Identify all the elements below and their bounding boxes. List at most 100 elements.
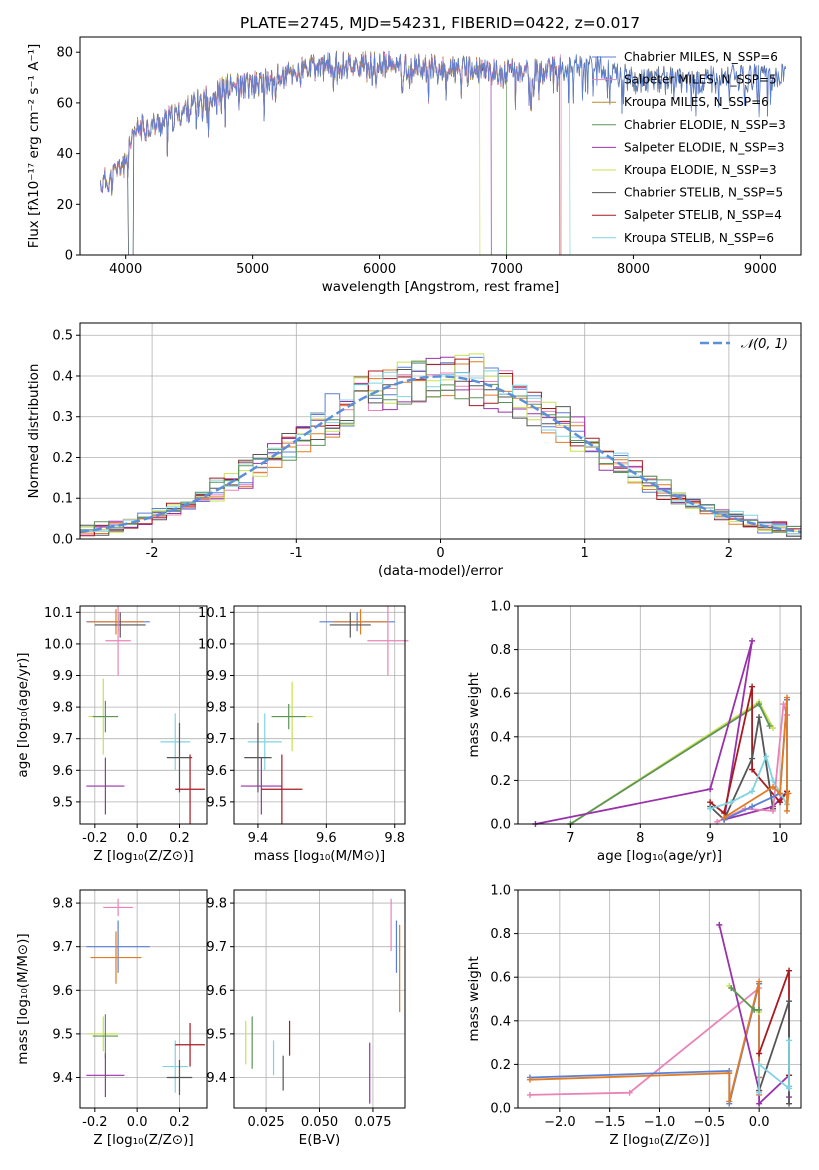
y-tick-label: 0.2 (490, 1058, 511, 1073)
x-tick-label: −2.0 (544, 1115, 576, 1130)
weight-marker (785, 790, 792, 797)
spectrum-panel: 4000 5000 6000 7000 8000 9000 0 20 40 60 80 wavelen… (26, 36, 802, 295)
y-tick-label: 80 (56, 46, 73, 61)
x-tick-label: 0.050 (301, 1115, 338, 1130)
y-tick-label: 9.8 (52, 701, 73, 716)
x-tick-label: 0.0 (749, 1115, 770, 1130)
weight-marker (770, 777, 777, 784)
axes-frame (517, 605, 802, 825)
x-tick-label: -1 (290, 546, 303, 561)
weight-marker (756, 1100, 763, 1107)
y-tick-label: 9.7 (52, 732, 73, 747)
weight-marker (756, 1089, 763, 1096)
weight-marker (749, 755, 756, 762)
x-tick-label: 0 (436, 546, 444, 561)
weight-marker (756, 1006, 763, 1013)
y-tick-label: 10.1 (198, 606, 227, 621)
y-tick-label: 60 (56, 96, 73, 111)
axes-frame (79, 36, 802, 256)
residuals-panel: -2 -1 0 1 2 0.0 0.1 0.2 0.3 0.4 0.5 (data-model)/er… (26, 322, 802, 579)
figure-title: PLATE=2745, MJD=54231, FIBERID=0422, z=0… (240, 14, 640, 32)
x-tick-label: 2 (725, 546, 733, 561)
y-tick-label: 9.7 (206, 940, 227, 955)
y-tick-label: 0.0 (52, 533, 73, 548)
x-tick-label: 0.0 (127, 1115, 148, 1130)
y-tick-label: 0.0 (490, 818, 511, 833)
y-tick-label: 0.6 (490, 687, 511, 702)
weight-marker (526, 1076, 533, 1083)
x-tick-label: 0.025 (247, 1115, 284, 1130)
histogram-steps (80, 369, 801, 535)
massweight_vs_age-panel: 7 8 9 10 0.0 0.2 0.4 0.6 0.8 1.0 age [log₁₀(age/yr… (466, 600, 802, 864)
weight-marker (721, 814, 728, 821)
y-tick-label: 40 (56, 147, 73, 162)
x-tick-label: -0.2 (82, 1115, 107, 1130)
y-tick-label: 9.5 (206, 795, 227, 810)
x-axis-label: E(B-V) (299, 1132, 341, 1148)
weight-marker (749, 788, 756, 795)
histogram-steps (80, 356, 801, 537)
mass_vs_ebv-marks (245, 898, 401, 1104)
x-tick-label: -2 (146, 546, 159, 561)
legend-label: 𝒩(0, 1) (738, 337, 788, 352)
legend-label: Chabrier MILES, N_SSP=6 (624, 50, 778, 64)
axes-frame (79, 605, 208, 825)
x-axis-label: age [log₁₀(age/yr)] (597, 848, 722, 864)
weight-marker (770, 807, 777, 814)
weight-marker (763, 753, 770, 760)
y-axis-label: mass weight (466, 672, 482, 757)
weight-marker (780, 701, 787, 708)
weight-marker (756, 714, 763, 721)
weight-marker (786, 998, 793, 1005)
weight-marker (749, 637, 756, 644)
y-tick-label: 0.6 (490, 971, 511, 986)
x-tick-label: 9 (706, 831, 714, 846)
y-tick-label: 1.0 (490, 600, 511, 615)
x-tick-label: 0.2 (169, 831, 190, 846)
x-tick-label: −0.5 (694, 1115, 726, 1130)
x-axis-label: Z [log₁₀(Z/Z⊙)] (609, 1132, 709, 1148)
weight-marker (756, 978, 763, 985)
weight-marker (716, 921, 723, 928)
x-tick-label: 9.6 (316, 831, 337, 846)
weight-marker (707, 805, 714, 812)
weight-marker (777, 790, 784, 797)
legend-label: Chabrier STELIB, N_SSP=5 (624, 186, 783, 200)
massweight_vs_Z-panel: −2.0 −1.5 −1.0 −0.5 0.0 0.0 0.2 0.4 0.6 0.8 1.0 Z [… (466, 884, 802, 1148)
legend-label: Chabrier ELODIE, N_SSP=3 (624, 118, 786, 132)
legend-label: Kroupa STELIB, N_SSP=6 (624, 231, 774, 245)
y-tick-label: 0.4 (52, 369, 73, 384)
weight-marker (626, 1089, 633, 1096)
y-tick-label: 10.1 (44, 606, 73, 621)
age_vs_Z-marks (86, 606, 205, 824)
y-tick-label: 0 (65, 249, 73, 264)
x-tick-label: 7000 (490, 262, 523, 277)
y-tick-label: 10.0 (44, 637, 73, 652)
x-tick-label: -0.2 (82, 831, 107, 846)
x-tick-label: 7 (566, 831, 574, 846)
y-tick-label: 0.8 (490, 643, 511, 658)
spectrum-line (99, 50, 481, 256)
weight-line (529, 983, 760, 1104)
y-tick-label: 1.0 (490, 884, 511, 899)
x-tick-label: 8000 (617, 262, 650, 277)
weight-marker (786, 1083, 793, 1090)
y-axis-label: age [log₁₀(age/yr)] (15, 652, 31, 777)
spectrum-line (99, 50, 492, 256)
y-tick-label: 9.4 (52, 1071, 73, 1086)
x-tick-label: 8 (636, 831, 644, 846)
x-tick-label: 0.0 (127, 831, 148, 846)
axes-frame (233, 605, 406, 825)
y-tick-label: 0.8 (490, 927, 511, 942)
y-tick-label: 9.8 (206, 701, 227, 716)
y-tick-label: 9.6 (206, 764, 227, 779)
weight-marker (770, 783, 777, 790)
weight-marker (726, 1070, 733, 1077)
massweight_vs_Z-marks (526, 921, 793, 1107)
y-tick-label: 10.0 (198, 637, 227, 652)
y-axis-label: Flux [fλ10⁻¹⁷ erg cm⁻² s⁻¹ A⁻¹] (26, 44, 42, 249)
y-tick-label: 9.7 (206, 732, 227, 747)
x-axis-label: (data-model)/error (378, 563, 504, 579)
x-axis-label: Z [log₁₀(Z/Z⊙)] (93, 1132, 193, 1148)
weight-marker (749, 683, 756, 690)
